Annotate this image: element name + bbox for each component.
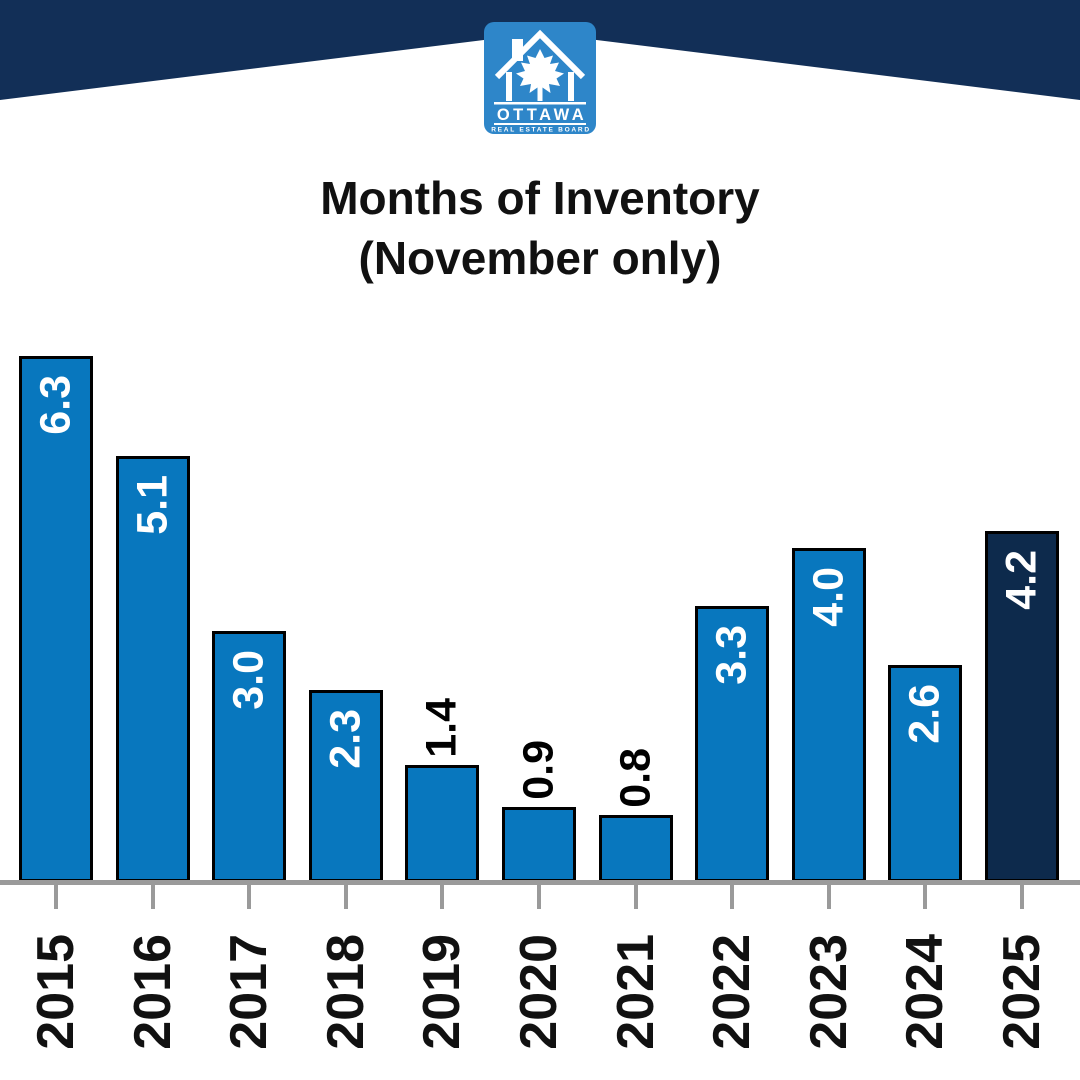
x-axis-label-2018: 2018 bbox=[317, 934, 375, 1050]
axis-tick-2022 bbox=[730, 884, 734, 909]
bar-value-2022: 3.3 bbox=[707, 625, 756, 685]
bar-value-2015: 6.3 bbox=[31, 375, 80, 435]
x-axis-label-2025: 2025 bbox=[993, 934, 1051, 1050]
bar-value-2021: 0.8 bbox=[611, 748, 660, 808]
x-axis-label-2021: 2021 bbox=[607, 934, 665, 1050]
axis-tick-2015 bbox=[54, 884, 58, 909]
x-axis-label-2024: 2024 bbox=[896, 934, 954, 1050]
bar-value-2024: 2.6 bbox=[900, 684, 949, 744]
bar-2018: 2.3 bbox=[309, 690, 383, 882]
bar-value-2025: 4.2 bbox=[997, 550, 1046, 610]
bar-value-2017: 3.0 bbox=[224, 650, 273, 710]
bar-value-2020: 0.9 bbox=[514, 740, 563, 800]
x-axis-label-2017: 2017 bbox=[220, 934, 278, 1050]
chimney-icon bbox=[512, 39, 523, 61]
maple-leaf-icon bbox=[516, 49, 564, 101]
bar-value-2023: 4.0 bbox=[804, 567, 853, 627]
axis-tick-2016 bbox=[151, 884, 155, 909]
axis-tick-2024 bbox=[923, 884, 927, 909]
house-icon bbox=[494, 29, 586, 101]
axis-tick-2017 bbox=[247, 884, 251, 909]
bar-2016: 5.1 bbox=[116, 456, 190, 882]
bar-2017: 3.0 bbox=[212, 631, 286, 882]
x-axis-label-2019: 2019 bbox=[413, 934, 471, 1050]
bar-value-2019: 1.4 bbox=[417, 698, 466, 758]
bar-2020: 0.9 bbox=[502, 740, 576, 882]
axis-tick-2023 bbox=[827, 884, 831, 909]
axis-tick-2018 bbox=[344, 884, 348, 909]
bar-2025: 4.2 bbox=[985, 531, 1059, 882]
x-axis-line bbox=[0, 880, 1080, 885]
chart-title-line1: Months of Inventory bbox=[320, 172, 760, 224]
bar-2015: 6.3 bbox=[19, 356, 93, 882]
bar-2021: 0.8 bbox=[599, 748, 673, 882]
bar-value-2018: 2.3 bbox=[321, 709, 370, 769]
x-axis-label-2016: 2016 bbox=[124, 934, 182, 1050]
logo-rule-bottom bbox=[494, 123, 586, 125]
bar-2024: 2.6 bbox=[888, 665, 962, 882]
bar-2023: 4.0 bbox=[792, 548, 866, 882]
x-axis-label-2020: 2020 bbox=[510, 934, 568, 1050]
logo-subtitle: REAL ESTATE BOARD bbox=[491, 127, 591, 134]
axis-tick-2019 bbox=[440, 884, 444, 909]
x-axis-label-2023: 2023 bbox=[800, 934, 858, 1050]
logo-wordmark: OTTAWA bbox=[497, 106, 587, 124]
chart-title-line2: (November only) bbox=[358, 232, 722, 284]
oreb-logo: OTTAWA REAL ESTATE BOARD bbox=[484, 22, 596, 134]
x-axis-label-2015: 2015 bbox=[27, 934, 85, 1050]
chart-title: Months of Inventory (November only) bbox=[0, 168, 1080, 288]
bar-value-2016: 5.1 bbox=[128, 475, 177, 535]
x-axis-label-2022: 2022 bbox=[703, 934, 761, 1050]
logo-rule-top bbox=[494, 102, 586, 105]
axis-tick-2021 bbox=[634, 884, 638, 909]
top-banner bbox=[0, 0, 1080, 100]
axis-tick-2025 bbox=[1020, 884, 1024, 909]
banner-roof-shape bbox=[0, 0, 1080, 100]
axis-tick-2020 bbox=[537, 884, 541, 909]
bar-2019: 1.4 bbox=[405, 698, 479, 882]
bar-2022: 3.3 bbox=[695, 606, 769, 882]
